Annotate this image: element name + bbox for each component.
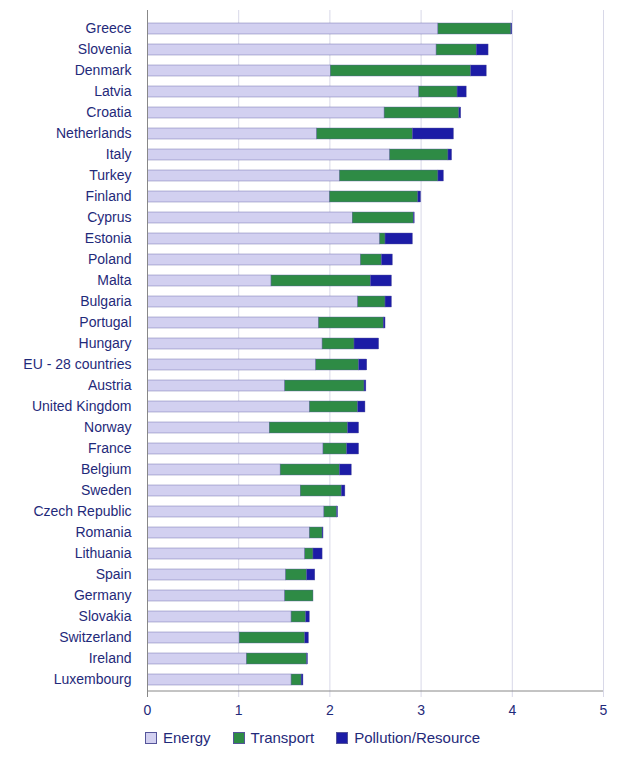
svg-text:1: 1	[235, 702, 243, 718]
svg-text:Spain: Spain	[96, 566, 132, 582]
svg-text:Malta: Malta	[97, 272, 131, 288]
svg-text:United Kingdom: United Kingdom	[32, 398, 132, 414]
svg-text:Portugal: Portugal	[79, 314, 131, 330]
svg-text:2: 2	[326, 702, 334, 718]
svg-text:Turkey: Turkey	[89, 167, 131, 183]
html-text:Pollution/Resource: Pollution/Resource	[354, 729, 481, 746]
svg-text:Poland: Poland	[88, 251, 132, 267]
svg-text:Bulgaria: Bulgaria	[80, 293, 132, 309]
svg-text:5: 5	[600, 702, 608, 718]
svg-text:Luxembourg: Luxembourg	[54, 671, 132, 687]
svg-text:Denmark: Denmark	[75, 62, 133, 78]
svg-text:Croatia: Croatia	[86, 104, 131, 120]
svg-text:3: 3	[417, 702, 425, 718]
svg-text:Sweden: Sweden	[81, 482, 132, 498]
svg-text:4: 4	[508, 702, 516, 718]
svg-text:Finland: Finland	[86, 188, 132, 204]
svg-text:Norway: Norway	[84, 419, 131, 435]
svg-text:Ireland: Ireland	[89, 650, 132, 666]
svg-text:Latvia: Latvia	[94, 83, 132, 99]
svg-text:Austria: Austria	[88, 377, 132, 393]
svg-text:0: 0	[144, 702, 152, 718]
html-text:Energy: Energy	[163, 729, 211, 746]
svg-text:Lithuania: Lithuania	[75, 545, 132, 561]
svg-text:Belgium: Belgium	[81, 461, 132, 477]
svg-text:Italy: Italy	[106, 146, 132, 162]
svg-text:Slovakia: Slovakia	[79, 608, 132, 624]
svg-text:Germany: Germany	[74, 587, 132, 603]
svg-text:France: France	[88, 440, 132, 456]
svg-text:Greece: Greece	[86, 20, 132, 36]
svg-text:Czech Republic: Czech Republic	[33, 503, 131, 519]
svg-text:Estonia: Estonia	[85, 230, 132, 246]
svg-text:Romania: Romania	[75, 524, 131, 540]
svg-text:Hungary: Hungary	[79, 335, 132, 351]
html-text:Transport: Transport	[250, 729, 315, 746]
svg-text:Netherlands: Netherlands	[56, 125, 132, 141]
svg-text:EU - 28 countries: EU - 28 countries	[23, 356, 131, 372]
svg-text:Cyprus: Cyprus	[87, 209, 131, 225]
svg-text:Switzerland: Switzerland	[59, 629, 131, 645]
svg-text:Slovenia: Slovenia	[78, 41, 132, 57]
